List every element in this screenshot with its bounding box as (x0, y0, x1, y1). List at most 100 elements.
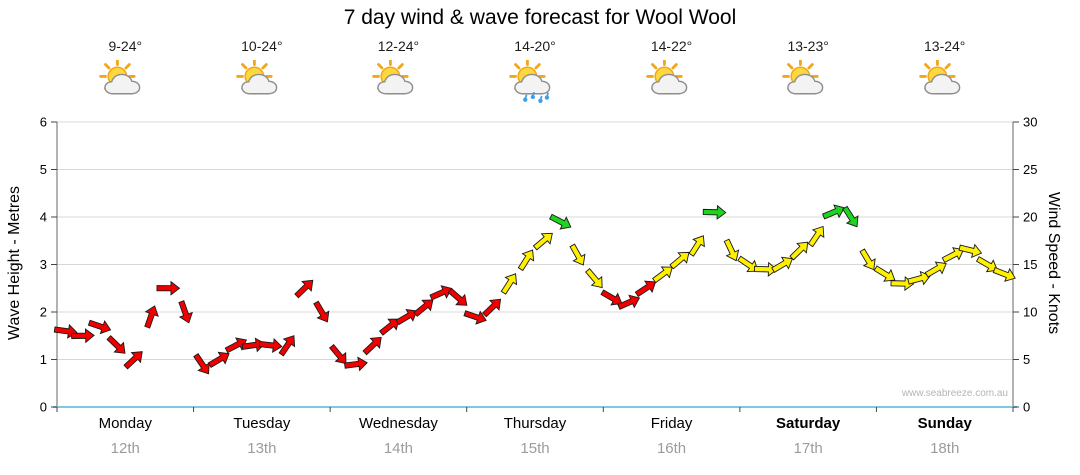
rain-streak (539, 95, 543, 100)
sun-ray (787, 63, 794, 70)
weather-icon-wrap (99, 58, 151, 108)
left-axis-tick-label: 5 (40, 162, 47, 177)
day-temperature-range: 13-24° (924, 38, 966, 54)
wind-arrow (500, 273, 518, 295)
cloud (650, 73, 687, 95)
wind-arrow (737, 255, 759, 273)
wind-arrow (532, 232, 553, 251)
left-axis-tick-label: 4 (40, 210, 47, 225)
weather-icon-wrap (918, 58, 971, 108)
wind-arrow (207, 351, 230, 368)
sun-ray (124, 63, 132, 70)
day-temperature-range: 12-24° (377, 38, 420, 54)
wind-arrow (669, 251, 690, 270)
wind-arrow (822, 204, 846, 220)
rain-drop (530, 94, 535, 100)
wind-arrow (549, 213, 572, 230)
wind-arrow (907, 270, 931, 286)
left-axis-tick-label: 3 (40, 257, 47, 272)
day-date: 14th (383, 440, 414, 457)
sun-ray (807, 63, 814, 70)
sun-cloud-showers-icon (509, 58, 551, 103)
weather-icon-wrap (645, 58, 698, 108)
weather-icon-wrap (236, 58, 288, 108)
wind-arrow (313, 300, 330, 323)
sun-cloud-icon (372, 58, 414, 95)
sun-cloud-icon (918, 58, 961, 95)
sun-ray (671, 63, 678, 70)
sun-ray (923, 63, 931, 70)
sun-ray (397, 63, 405, 70)
wind-arrow (241, 337, 266, 353)
wind-arrow (395, 308, 418, 326)
day-date: 15th (520, 440, 550, 457)
page-title: 7 day wind & wave forecast for Wool Wool (343, 6, 737, 29)
sun-ray (240, 63, 248, 70)
wind-arrow (379, 318, 400, 336)
rain-streak (524, 94, 528, 99)
weather-icon-wrap (509, 58, 561, 108)
wind-arrow (992, 267, 1016, 282)
cloud (787, 73, 824, 95)
wind-arrow (859, 248, 876, 271)
rain-drop (523, 97, 528, 102)
wind-arrow (463, 310, 487, 325)
cloud (241, 73, 278, 95)
day-temperature-range: 9-24° (108, 38, 143, 54)
weather-icon-wrap (372, 58, 424, 108)
rain-streak (546, 92, 550, 97)
day-date: 13th (247, 440, 277, 457)
day-label: Wednesday (358, 415, 438, 432)
left-axis-tick-label: 2 (40, 305, 47, 320)
wind-arrow (958, 243, 983, 259)
rain-drop (538, 98, 543, 103)
wind-arrow (634, 280, 657, 298)
day-label: Friday (650, 415, 693, 432)
cloud (377, 73, 414, 95)
wind-arrow (278, 335, 296, 357)
wind-arrow (941, 247, 965, 263)
weather-icon-wrap (782, 58, 834, 108)
wind-arrow (569, 243, 586, 266)
left-axis-tick-label: 0 (40, 400, 47, 415)
right-axis-tick-label: 0 (1023, 400, 1030, 415)
wind-arrow (156, 280, 181, 296)
day-temperature-range: 14-20° (514, 38, 556, 54)
day-temperature-range: 13-23° (787, 38, 829, 54)
sun-ray (261, 63, 268, 70)
wind-arrow (617, 294, 641, 310)
sun-cloud-icon (645, 58, 687, 95)
wind-arrow (807, 225, 825, 248)
sun-ray (377, 63, 384, 70)
wind-arrow (481, 298, 502, 318)
watermark: www.seabreeze.com.au (901, 388, 1008, 399)
right-axis-tick-label: 5 (1023, 352, 1030, 367)
left-axis-tick-label: 6 (40, 115, 47, 130)
day-label: Sunday (917, 415, 972, 432)
cloud (104, 73, 141, 95)
wind-arrow (447, 287, 468, 306)
wind-arrow (144, 305, 159, 329)
sun-cloud-icon (99, 58, 141, 95)
rain-drop (544, 95, 550, 100)
day-date: 16th (656, 440, 687, 457)
day-date: 18th (930, 440, 960, 457)
wind-arrow (71, 328, 95, 344)
day-label: Monday (98, 415, 152, 432)
wind-arrow (87, 319, 112, 335)
wind-arrow (771, 256, 794, 273)
wind-arrow (178, 300, 193, 324)
wind-arrow (343, 356, 368, 372)
rain-streak (532, 91, 535, 96)
wind-arrow (258, 338, 283, 354)
wind-arrow (329, 343, 347, 365)
wind-arrow (362, 336, 382, 356)
wind-arrow (723, 238, 740, 262)
wind-arrow (842, 205, 859, 228)
wind-arrow (294, 279, 314, 299)
day-temperature-range: 10-24° (241, 38, 283, 54)
sun-cloud-icon (236, 58, 278, 95)
sun-ray (944, 63, 951, 70)
